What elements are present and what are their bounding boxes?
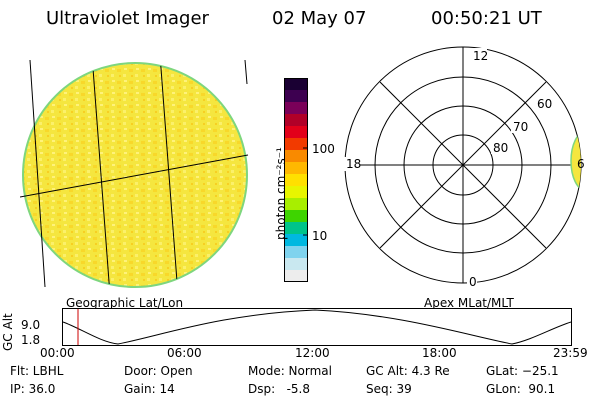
- colorbar-segment: [284, 78, 308, 91]
- time-label: 00:50:21 UT: [431, 8, 542, 29]
- altitude-plot-frame: [62, 308, 572, 346]
- apex-label: Apex MLat/MLT: [424, 296, 514, 310]
- aurora-emission: [570, 131, 581, 191]
- globe-disk: [22, 62, 248, 288]
- colorbar-unit-label: photon cm⁻²s⁻¹: [274, 147, 288, 240]
- colorbar-segment: [284, 162, 308, 175]
- mlt-18-label: 18: [346, 157, 361, 171]
- longitude-line: [159, 63, 179, 287]
- colorbar-frame: [284, 78, 308, 282]
- latitude-line: [20, 154, 249, 198]
- ip-field: IP: 36.0: [10, 382, 56, 396]
- polar-mlt-plot: 12 18 0 6 60 70 80: [344, 46, 585, 289]
- colorbar-segment: [284, 90, 308, 103]
- colorbar-segment: [284, 246, 308, 259]
- longitude-line-fragment: [244, 59, 248, 85]
- colorbar: [284, 78, 308, 282]
- geographic-globe-image: [20, 59, 249, 288]
- colorbar-segment: [284, 258, 308, 271]
- mlat-80-label: 80: [493, 141, 508, 155]
- dsp-field: Dsp: -5.8: [248, 382, 311, 396]
- alt-tick-9: 9.0: [21, 318, 40, 332]
- colorbar-segment: [284, 186, 308, 199]
- glat-field: GLat: −25.1: [486, 364, 559, 378]
- mlt-12-label: 12: [473, 49, 488, 63]
- time-tick-2359: 23:59: [553, 346, 588, 360]
- alt-axis-label: GC Alt: [1, 313, 15, 351]
- instrument-title: Ultraviolet Imager: [46, 8, 209, 29]
- mode-field: Mode: Normal: [248, 364, 332, 378]
- colorbar-segment: [284, 222, 308, 235]
- altitude-curve: [62, 309, 572, 345]
- colorbar-segment: [284, 150, 308, 163]
- time-tick-0600: 06:00: [167, 346, 202, 360]
- colorbar-segment: [284, 270, 308, 282]
- colorbar-tick-10: 10: [312, 229, 328, 243]
- geographic-label: Geographic Lat/Lon: [66, 296, 184, 310]
- mlat-60-label: 60: [537, 97, 552, 111]
- time-tick-0000: 00:00: [40, 346, 75, 360]
- colorbar-segment: [284, 138, 308, 151]
- colorbar-segment: [284, 126, 308, 139]
- colorbar-segment: [284, 174, 308, 187]
- gain-field: Gain: 14: [124, 382, 175, 396]
- longitude-line-outer: [29, 59, 46, 288]
- seq-field: Seq: 39: [366, 382, 412, 396]
- colorbar-segment: [284, 198, 308, 211]
- flt-field: Flt: LBHL: [10, 364, 64, 378]
- longitude-line: [91, 63, 111, 287]
- colorbar-segment: [284, 210, 308, 223]
- mlt-0-label: 0: [469, 275, 477, 289]
- colorbar-segment: [284, 234, 308, 247]
- time-tick-1200: 12:00: [295, 346, 330, 360]
- altitude-plot: 9.0 1.8 GC Alt: [1, 308, 572, 351]
- alt-tick-1-8: 1.8: [21, 333, 40, 347]
- mlt-6-label: 6: [577, 157, 585, 171]
- mlat-70-label: 70: [513, 120, 528, 134]
- glon-field: GLon: 90.1: [486, 382, 556, 396]
- gc-alt-field: GC Alt: 4.3 Re: [366, 364, 450, 378]
- date-label: 02 May 07: [272, 8, 367, 29]
- colorbar-segment: [284, 114, 308, 127]
- door-field: Door: Open: [124, 364, 193, 378]
- colorbar-tick-100: 100: [312, 142, 335, 156]
- colorbar-segment: [284, 102, 308, 115]
- time-tick-1800: 18:00: [422, 346, 457, 360]
